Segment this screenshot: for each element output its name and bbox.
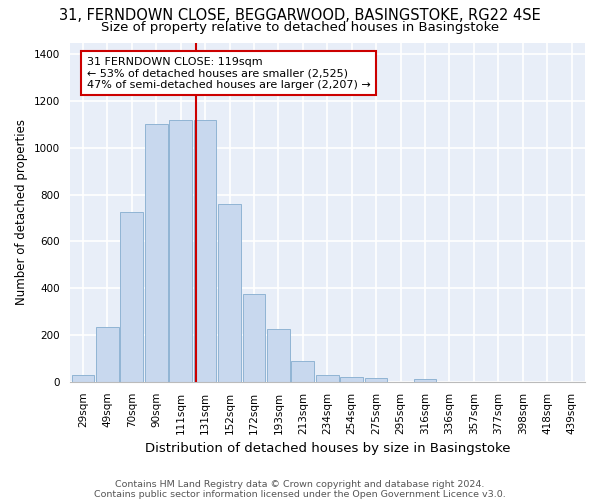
Text: 31, FERNDOWN CLOSE, BEGGARWOOD, BASINGSTOKE, RG22 4SE: 31, FERNDOWN CLOSE, BEGGARWOOD, BASINGST… xyxy=(59,8,541,22)
Bar xyxy=(218,204,241,382)
Bar xyxy=(96,327,119,382)
Bar xyxy=(121,212,143,382)
Bar xyxy=(413,380,436,382)
Bar xyxy=(316,375,338,382)
Bar xyxy=(340,377,363,382)
Text: 31 FERNDOWN CLOSE: 119sqm
← 53% of detached houses are smaller (2,525)
47% of se: 31 FERNDOWN CLOSE: 119sqm ← 53% of detac… xyxy=(86,56,370,90)
Text: Contains public sector information licensed under the Open Government Licence v3: Contains public sector information licen… xyxy=(94,490,506,499)
Bar xyxy=(194,120,217,382)
Y-axis label: Number of detached properties: Number of detached properties xyxy=(15,119,28,305)
Text: Contains HM Land Registry data © Crown copyright and database right 2024.: Contains HM Land Registry data © Crown c… xyxy=(115,480,485,489)
X-axis label: Distribution of detached houses by size in Basingstoke: Distribution of detached houses by size … xyxy=(145,442,510,455)
Text: Size of property relative to detached houses in Basingstoke: Size of property relative to detached ho… xyxy=(101,21,499,34)
Bar xyxy=(71,375,94,382)
Bar xyxy=(242,294,265,382)
Bar xyxy=(169,120,192,382)
Bar xyxy=(292,361,314,382)
Bar xyxy=(145,124,167,382)
Bar xyxy=(365,378,388,382)
Bar xyxy=(267,329,290,382)
